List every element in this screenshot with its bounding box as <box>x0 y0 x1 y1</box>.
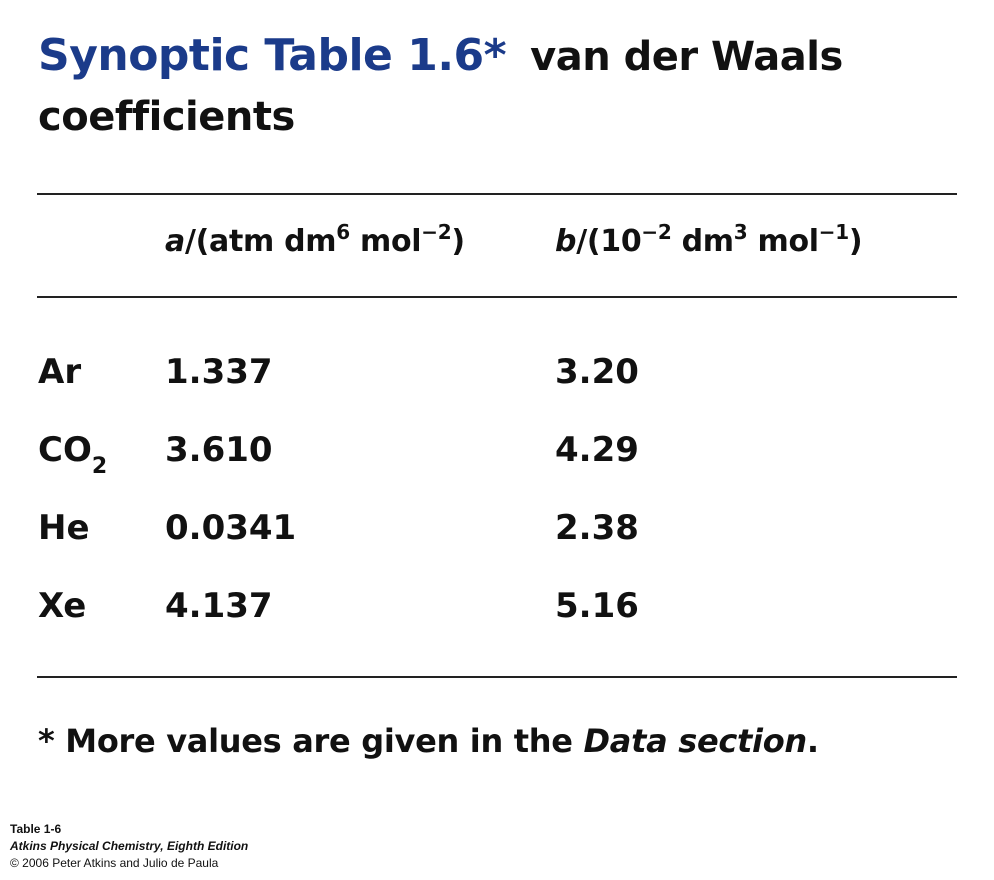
credit-table-number: Table 1-6 <box>10 822 62 836</box>
value-a: 4.137 <box>165 586 273 626</box>
top-rule <box>37 193 957 195</box>
value-b: 2.38 <box>555 508 639 548</box>
credit-copyright: © 2006 Peter Atkins and Julio de Paula <box>10 856 219 870</box>
value-b: 5.16 <box>555 586 639 626</box>
value-a: 3.610 <box>165 430 273 470</box>
footnote: * More values are given in the Data sect… <box>38 722 819 760</box>
value-b: 3.20 <box>555 352 639 392</box>
gas-label: He <box>38 508 90 548</box>
table-title: Synoptic Table 1.6* van der Waals coeffic… <box>38 26 968 147</box>
gas-label: Xe <box>38 586 87 626</box>
value-b: 4.29 <box>555 430 639 470</box>
header-rule <box>37 296 957 298</box>
column-header-b: b/(10−2 dm3 mol−1) <box>555 220 863 259</box>
value-a: 0.0341 <box>165 508 297 548</box>
value-a: 1.337 <box>165 352 273 392</box>
column-header-a: a/(atm dm6 mol−2) <box>165 220 465 259</box>
title-rest: van der Waals coefficients <box>38 34 843 140</box>
bottom-rule <box>37 676 957 678</box>
credit-book-title: Atkins Physical Chemistry, Eighth Editio… <box>10 839 249 853</box>
title-lead: Synoptic Table 1.6* <box>38 30 507 81</box>
gas-label: CO2 <box>38 430 108 479</box>
gas-label: Ar <box>38 352 82 392</box>
